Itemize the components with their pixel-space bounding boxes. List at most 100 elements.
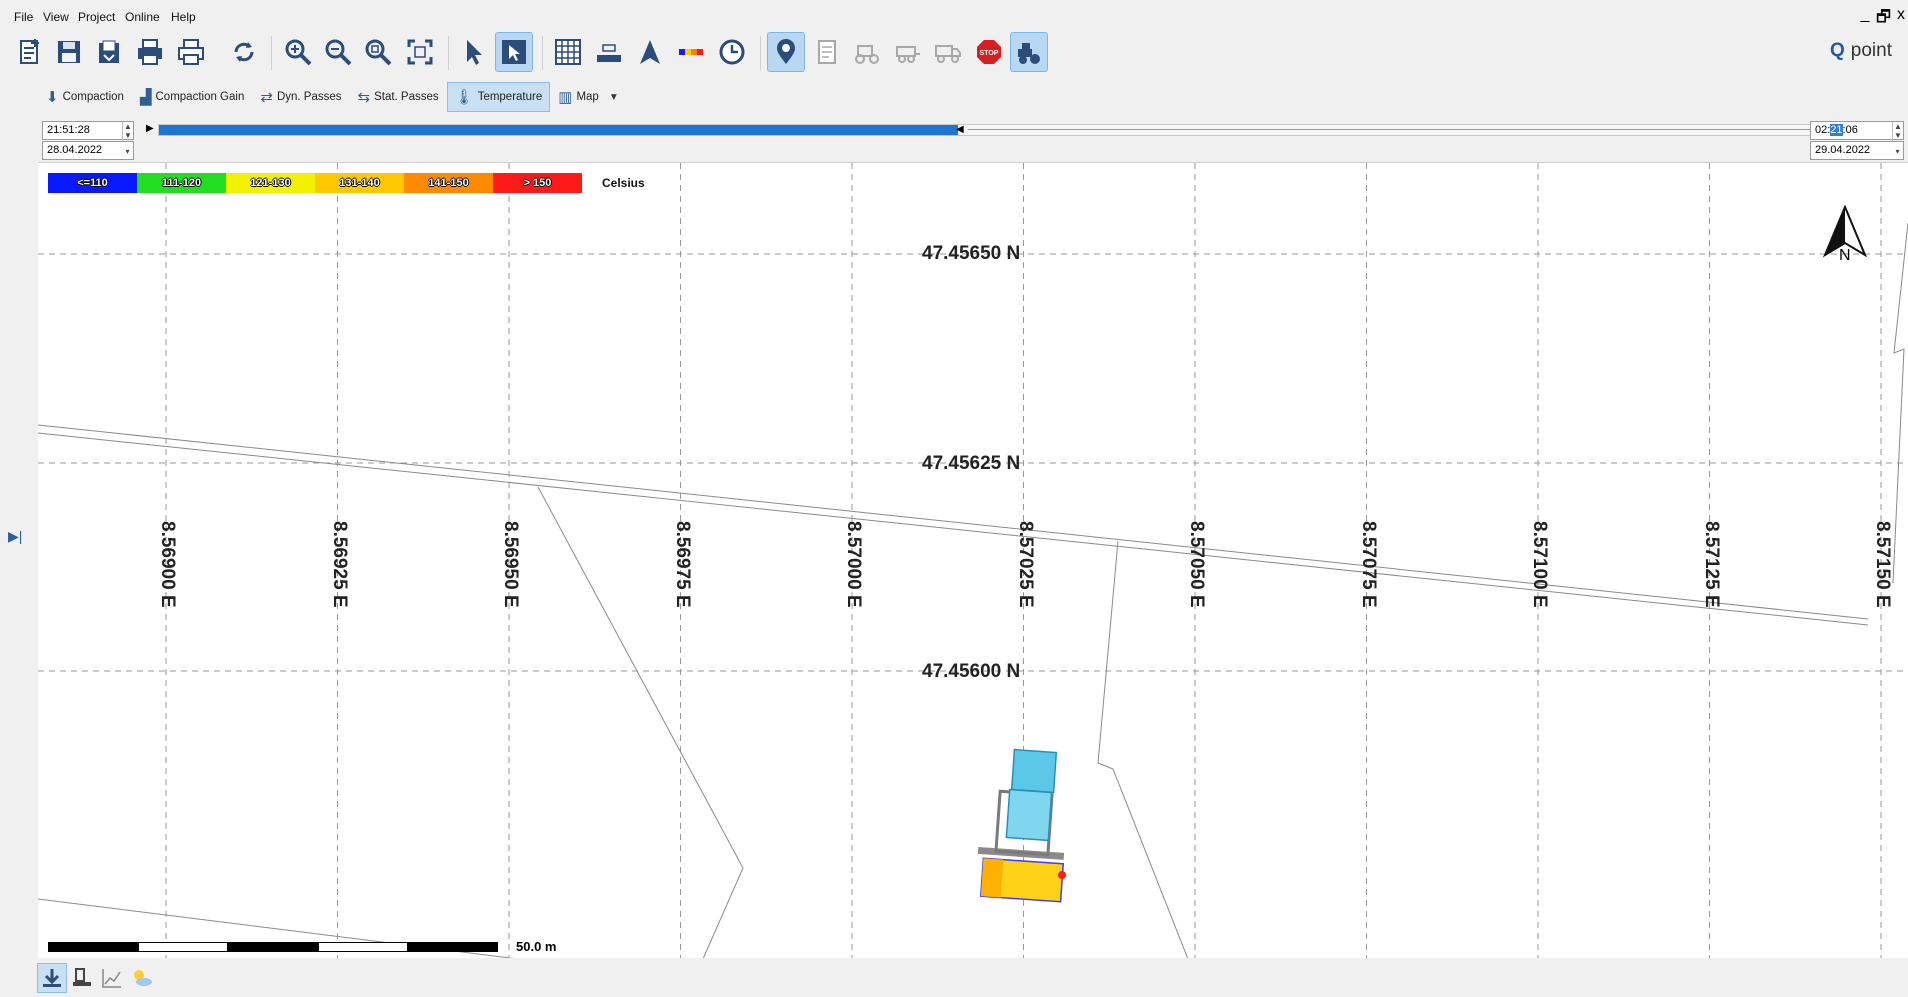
map-icon: ▥: [558, 89, 573, 106]
start-time-field[interactable]: 21:51:28 ▲ ▼: [42, 121, 134, 141]
tab-dyn-passes[interactable]: ⇄ Dyn. Passes: [252, 82, 349, 112]
clock-button[interactable]: [714, 33, 750, 71]
longitude-label: 8.56925 E: [328, 521, 350, 608]
poi-button[interactable]: [767, 32, 805, 72]
roller-view-button[interactable]: [68, 964, 96, 992]
paver-cab: [1005, 788, 1053, 842]
coordinate-grid: [38, 163, 1908, 958]
scale-segment: [408, 941, 498, 952]
side-panel-toggle-icon[interactable]: ▶|: [8, 528, 23, 544]
minimize-button[interactable]: _: [1860, 6, 1870, 23]
end-date-field[interactable]: 29.04.2022 ▾: [1810, 141, 1904, 160]
time-slider-handle[interactable]: ◀: [956, 124, 964, 135]
longitude-label: 8.57100 E: [1529, 521, 1550, 608]
tab-stat-passes[interactable]: ⇆ Stat. Passes: [350, 82, 447, 112]
longitude-label: 8.57000 E: [843, 521, 864, 608]
weather-button[interactable]: [128, 964, 156, 992]
latitude-label: 47.45600 N: [922, 661, 1021, 682]
ruler-icon: [597, 44, 621, 62]
longitude-label: 8.57125 E: [1700, 521, 1722, 608]
end-date-value: 29.04.2022: [1815, 144, 1871, 156]
window-controls: _ 🗗 x: [1858, 6, 1908, 33]
menu-project[interactable]: Project: [78, 10, 116, 24]
zoom-window-button[interactable]: [360, 33, 396, 71]
paver-mat-hot: [980, 858, 1004, 898]
scale-segment: [138, 941, 228, 952]
zoom-extents-button[interactable]: [402, 33, 438, 71]
north-arrow-button[interactable]: [632, 33, 668, 71]
legend-range-gt150: > 150: [493, 173, 582, 193]
time-range-bar: 21:51:28 ▲ ▼ 28.04.2022 ▾ ▶ ◀ 02:21:06 ▲ ▼…: [38, 118, 1908, 162]
legend-range-131-140: 131-140: [315, 173, 404, 193]
restore-button[interactable]: 🗗: [1876, 9, 1892, 26]
time-slider-remaining: [968, 129, 1853, 130]
menu-help[interactable]: Help: [171, 10, 196, 24]
tab-dyn-passes-label: Dyn. Passes: [276, 91, 342, 103]
tab-map[interactable]: ▥ Map ▼: [550, 82, 626, 112]
chevron-down-icon[interactable]: ▼: [608, 91, 619, 103]
ruler-button[interactable]: [591, 33, 627, 71]
end-time-spinner[interactable]: ▲ ▼: [1892, 122, 1903, 141]
calendar-dropdown-icon[interactable]: ▾: [125, 147, 130, 156]
roller-button[interactable]: [849, 33, 885, 71]
time-slider[interactable]: ◀: [158, 124, 1858, 136]
play-forward-icon[interactable]: ▶: [146, 123, 154, 134]
map-drawing: [38, 163, 1908, 958]
chart-icon: [102, 969, 121, 988]
end-time-field[interactable]: 02:21:06 ▲ ▼: [1810, 121, 1904, 141]
stop-button[interactable]: STOP: [971, 33, 1007, 71]
tab-compaction[interactable]: ⬇ Compaction: [38, 82, 132, 112]
road-outlines: [38, 222, 1908, 958]
longitude-label: 8.57075 E: [1357, 521, 1379, 608]
calendar-dropdown-icon[interactable]: ▾: [1895, 147, 1900, 156]
compaction-icon: ⬇: [46, 89, 59, 106]
legend-bar-button[interactable]: [673, 33, 709, 71]
new-project-button[interactable]: [12, 33, 48, 71]
menu-view[interactable]: View: [43, 10, 69, 24]
north-arrow-icon: [1822, 205, 1868, 258]
paver-button[interactable]: [890, 33, 926, 71]
tab-compaction-gain-label: Compaction Gain: [155, 91, 245, 103]
end-time-selected: 21: [1830, 124, 1843, 136]
longitude-label: 8.57025 E: [1014, 521, 1036, 608]
select-pointer-button[interactable]: [456, 33, 492, 71]
pan-map-button[interactable]: [495, 32, 533, 72]
zoom-in-button[interactable]: [280, 33, 316, 71]
roller-view-icon: [73, 968, 91, 986]
grid-button[interactable]: [550, 33, 586, 71]
tab-temperature[interactable]: 🌡 Temperature: [446, 82, 551, 112]
start-date-value: 28.04.2022: [47, 144, 103, 156]
zoom-extents-icon: [407, 39, 433, 65]
refresh-button[interactable]: [226, 33, 262, 71]
boundary-line: [1097, 540, 1189, 958]
print-preview-button[interactable]: [173, 33, 209, 71]
clock-icon: [719, 39, 745, 65]
menu-file[interactable]: File: [14, 10, 34, 24]
print-button[interactable]: [132, 33, 168, 71]
svg-text:STOP: STOP: [980, 50, 999, 57]
menu-online[interactable]: Online: [125, 10, 160, 24]
north-arrow: N: [1820, 205, 1870, 271]
main-toolbar: STOP Q point: [0, 30, 1908, 78]
truck-button[interactable]: [930, 33, 966, 71]
download-button[interactable]: [37, 963, 67, 993]
notes-button[interactable]: [809, 33, 845, 71]
start-time-spinner[interactable]: ▲ ▼: [122, 122, 133, 141]
machines-button[interactable]: [1010, 32, 1048, 72]
chart-button[interactable]: [98, 964, 126, 992]
legend-range-141-150: 141-150: [404, 173, 493, 193]
save-button[interactable]: [51, 33, 87, 71]
export-button[interactable]: [91, 33, 127, 71]
paver-machine[interactable]: [977, 748, 1066, 903]
truck-icon: [935, 45, 961, 63]
close-button[interactable]: x: [1897, 6, 1905, 23]
tab-map-label: Map: [576, 91, 599, 103]
start-date-field[interactable]: 28.04.2022 ▾: [42, 141, 134, 160]
longitude-label: 8.56975 E: [671, 521, 693, 608]
map-canvas[interactable]: 47.45650 N 47.45625 N 47.45600 N 8.56900…: [38, 162, 1908, 958]
end-time-prefix: 02:: [1815, 124, 1831, 136]
scale-segment: [228, 941, 318, 952]
zoom-out-button[interactable]: [320, 33, 356, 71]
zoom-window-icon: [365, 39, 392, 66]
tab-compaction-gain[interactable]: ▟ Compaction Gain: [132, 82, 252, 112]
